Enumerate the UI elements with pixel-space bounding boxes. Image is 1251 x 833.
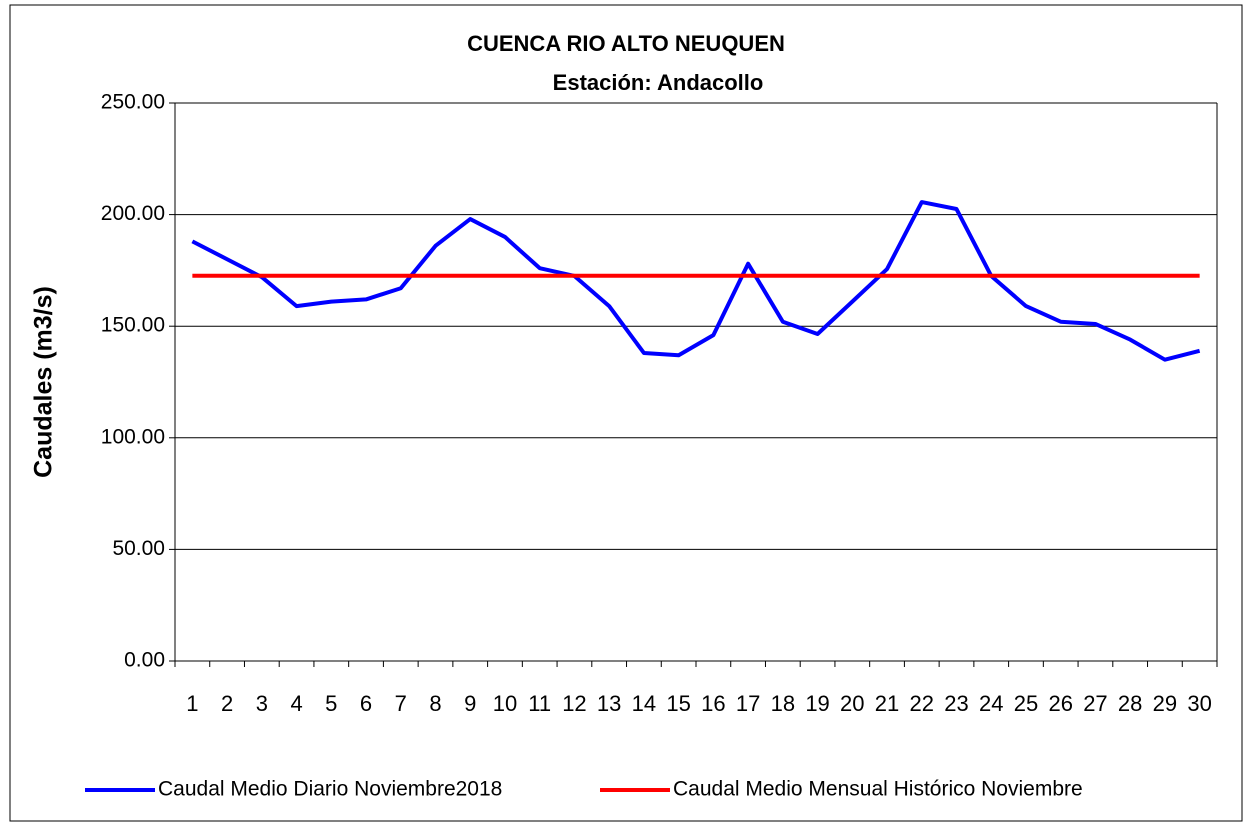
- legend-label: Caudal Medio Diario Noviembre2018: [158, 778, 502, 801]
- x-tick-label: 12: [562, 691, 586, 716]
- y-tick-label: 100.00: [101, 425, 165, 448]
- x-tick-label: 3: [256, 691, 268, 716]
- x-tick-label: 15: [666, 691, 690, 716]
- x-tick-label: 14: [632, 691, 656, 716]
- x-tick-label: 22: [910, 691, 934, 716]
- x-tick-label: 19: [805, 691, 829, 716]
- x-tick-label: 17: [736, 691, 760, 716]
- x-tick-label: 18: [771, 691, 795, 716]
- chart-subtitle: Estación: Andacollo: [553, 70, 764, 95]
- chart-border: [9, 4, 1243, 822]
- x-tick-label: 1: [186, 691, 198, 716]
- x-tick-label: 29: [1153, 691, 1177, 716]
- x-tick-label: 4: [290, 691, 302, 716]
- x-tick-label: 2: [221, 691, 233, 716]
- x-tick-label: 27: [1083, 691, 1107, 716]
- x-tick-label: 10: [493, 691, 517, 716]
- x-tick-label: 26: [1048, 691, 1072, 716]
- x-tick-label: 5: [325, 691, 337, 716]
- x-tick-label: 7: [395, 691, 407, 716]
- legend-label: Caudal Medio Mensual Histórico Noviembre: [673, 778, 1083, 801]
- x-tick-label: 24: [979, 691, 1003, 716]
- y-tick-label: 150.00: [101, 314, 165, 337]
- x-tick-label: 30: [1187, 691, 1211, 716]
- x-tick-label: 20: [840, 691, 864, 716]
- x-tick-label: 13: [597, 691, 621, 716]
- x-tick-label: 11: [528, 691, 551, 716]
- x-tick-label: 21: [875, 691, 899, 716]
- x-tick-label: 6: [360, 691, 372, 716]
- y-tick-label: 250.00: [101, 91, 165, 114]
- x-tick-label: 23: [944, 691, 968, 716]
- x-tick-label: 8: [429, 691, 441, 716]
- y-tick-label: 200.00: [101, 202, 165, 225]
- series-line: [191, 200, 1201, 362]
- x-tick-label: 25: [1014, 691, 1038, 716]
- y-tick-label: 0.00: [124, 649, 165, 672]
- x-tick-label: 28: [1118, 691, 1142, 716]
- x-tick-label: 9: [464, 691, 476, 716]
- y-tick-label: 50.00: [112, 537, 165, 560]
- chart-title: CUENCA RIO ALTO NEUQUEN: [467, 31, 785, 56]
- x-tick-label: 16: [701, 691, 725, 716]
- y-axis-label: Caudales (m3/s): [30, 286, 58, 478]
